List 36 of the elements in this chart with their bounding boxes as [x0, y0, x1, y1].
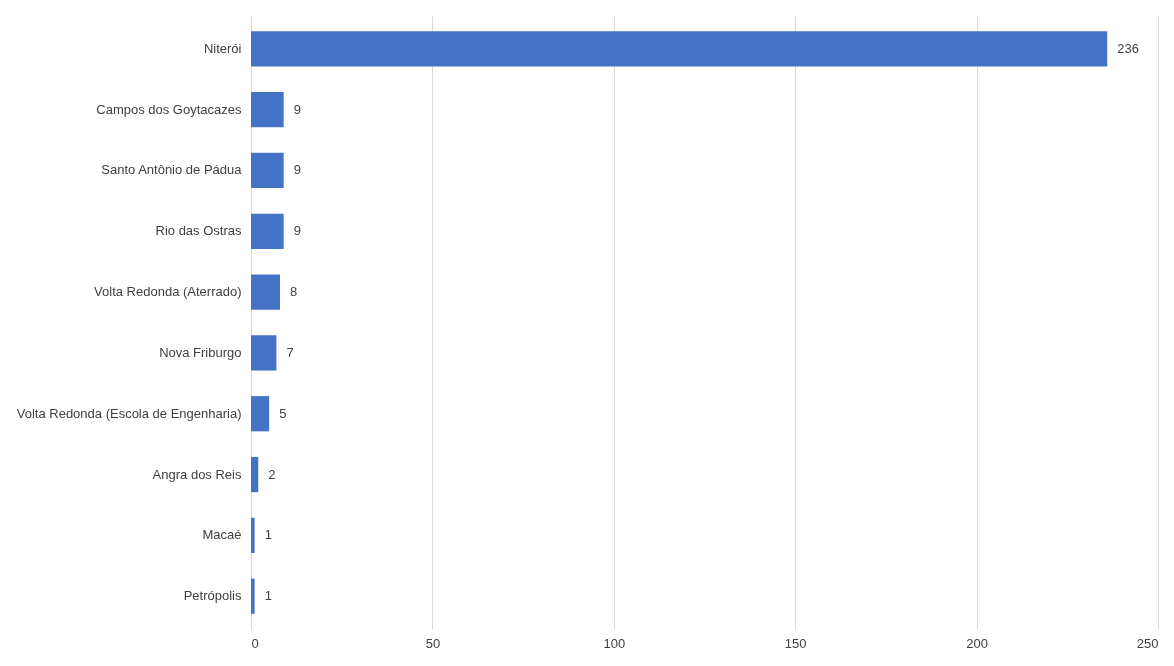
data-label: 7: [286, 344, 294, 360]
data-label: 9: [293, 162, 301, 178]
x-tick-label: 250: [1136, 635, 1159, 651]
y-tick-label: Rio das Ostras: [155, 223, 242, 239]
bar: [251, 517, 255, 553]
bar: [251, 335, 277, 371]
data-label: 1: [264, 527, 272, 543]
y-tick-label: Niterói: [203, 40, 242, 56]
x-tick-label: 150: [784, 635, 807, 651]
data-label: 236: [1117, 40, 1139, 56]
bar: [251, 213, 284, 249]
y-tick-label: Campos dos Goytacazes: [96, 101, 242, 117]
bar: [251, 274, 281, 310]
y-tick-label: Macaé: [202, 527, 242, 543]
bar: [251, 578, 255, 614]
y-tick-label: Petrópolis: [183, 588, 242, 604]
y-tick-label: Angra dos Reis: [152, 466, 242, 482]
bar: [251, 456, 259, 493]
bar: [251, 152, 284, 189]
y-tick-label: Volta Redonda (Aterrado): [94, 284, 242, 300]
x-tick-label: 200: [966, 635, 988, 651]
data-label: 1: [264, 588, 272, 604]
data-label: 5: [279, 405, 287, 421]
x-tick-label: 0: [251, 635, 259, 651]
bar: [251, 396, 270, 432]
y-tick-label: Nova Friburgo: [159, 344, 242, 360]
data-label: 2: [268, 466, 276, 482]
data-label: 9: [293, 223, 301, 239]
data-label: 9: [293, 101, 301, 117]
data-label: 8: [290, 284, 298, 300]
y-tick-label: Volta Redonda (Escola de Engenharia): [16, 405, 242, 421]
bar: [251, 92, 284, 128]
x-tick-label: 100: [603, 635, 626, 651]
y-tick-label: Santo Antônio de Pádua: [101, 162, 243, 178]
x-tick-label: 50: [425, 635, 441, 651]
bar: [251, 31, 1108, 67]
